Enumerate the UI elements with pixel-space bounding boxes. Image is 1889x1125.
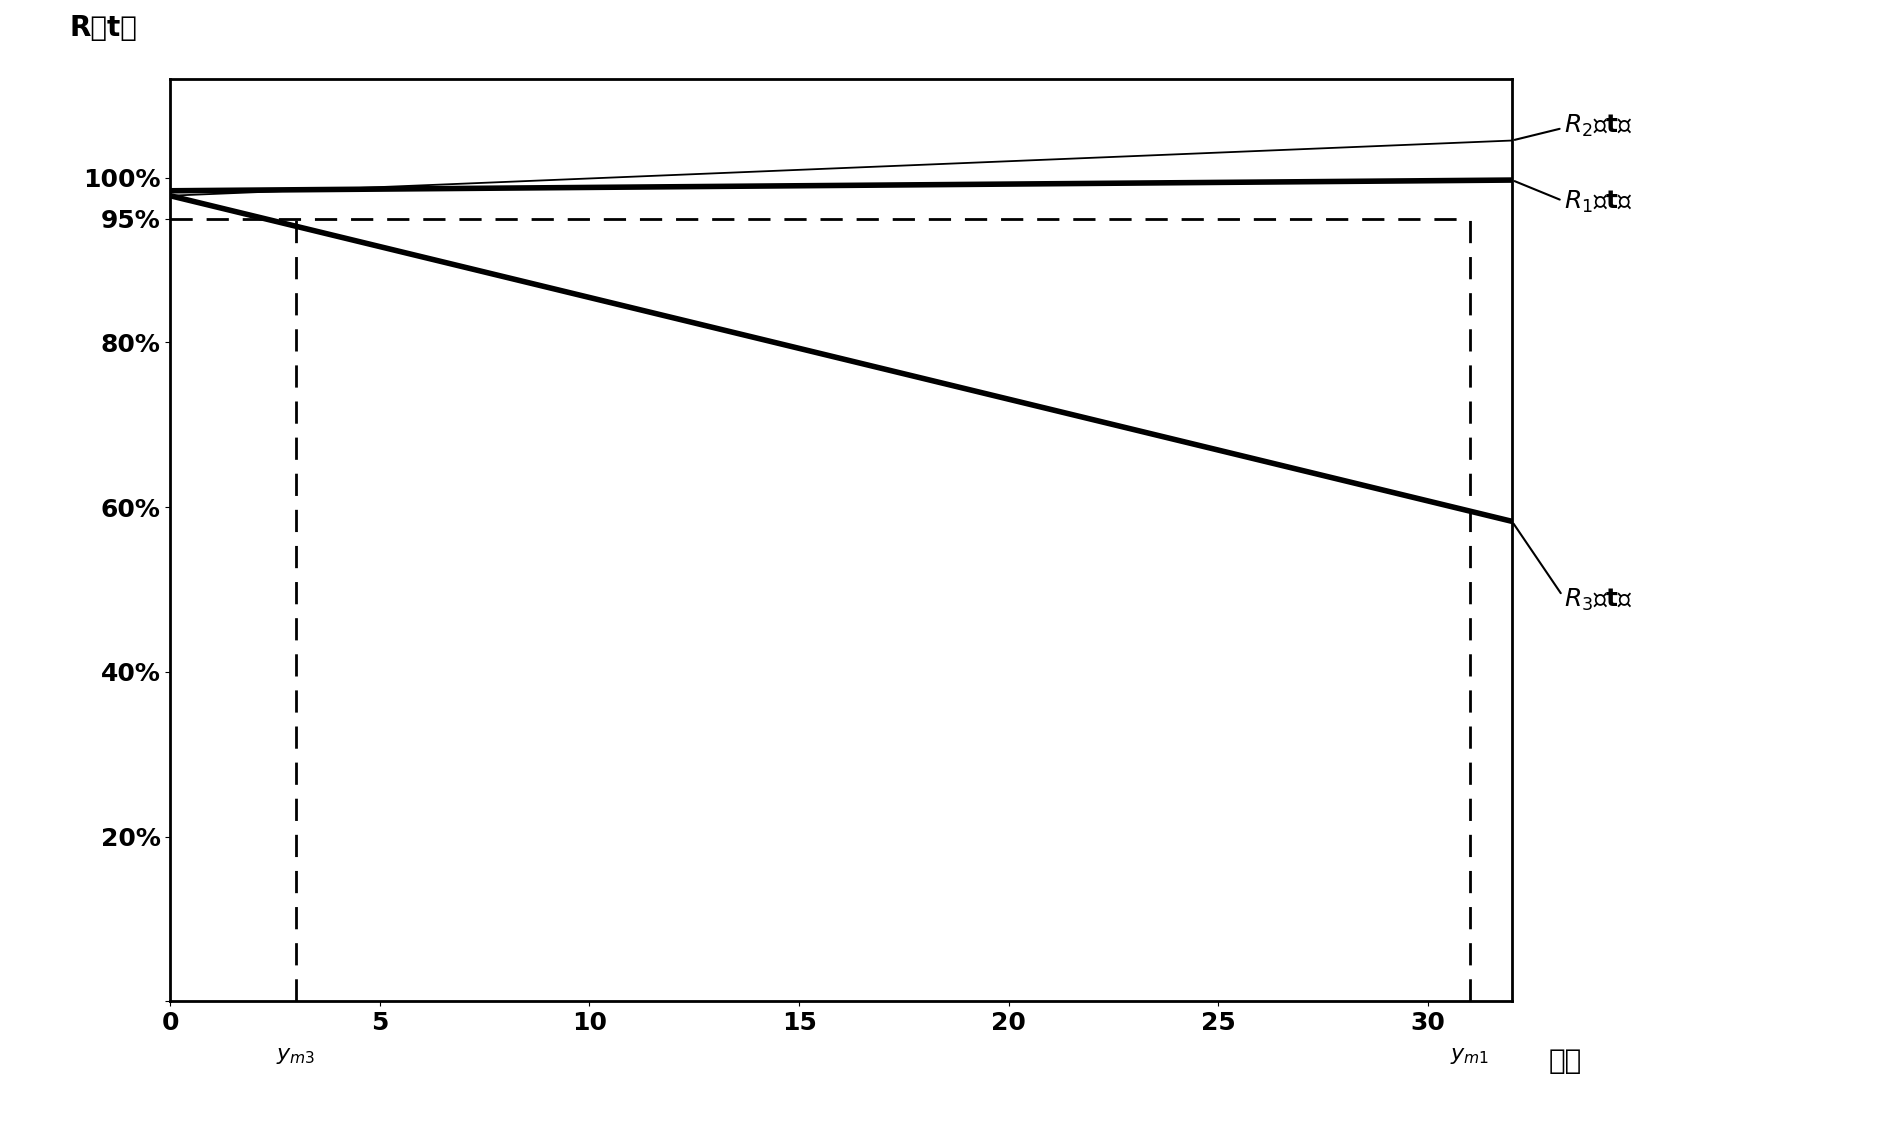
Text: $y_{m3}$: $y_{m3}$ — [276, 1045, 315, 1065]
Text: $R_3$（t）: $R_3$（t） — [1564, 586, 1632, 613]
X-axis label: 年数: 年数 — [1549, 1047, 1581, 1076]
Text: $R_1$（t）: $R_1$（t） — [1564, 189, 1632, 215]
Text: $R_2$（t）: $R_2$（t） — [1564, 112, 1632, 138]
Y-axis label: R（t）: R（t） — [70, 14, 136, 42]
Text: $y_{m1}$: $y_{m1}$ — [1449, 1045, 1489, 1065]
